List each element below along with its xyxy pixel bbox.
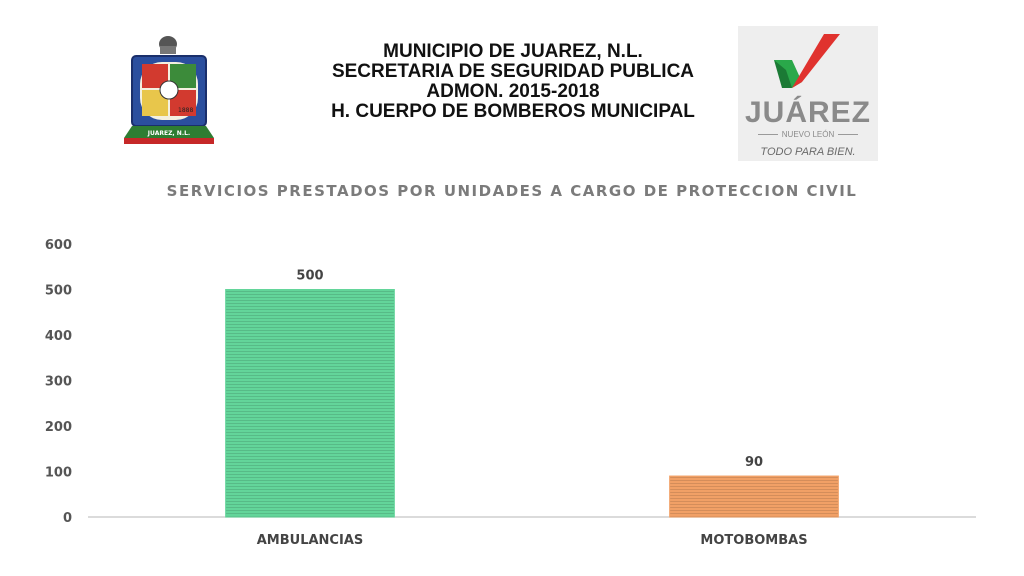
title-line-1: MUNICIPIO DE JUAREZ, N.L. [383, 41, 643, 62]
logo-subtitle: NUEVO LEÓN [738, 130, 878, 139]
y-tick-label: 0 [63, 511, 72, 526]
data-label: 90 [745, 455, 763, 470]
logo-word: JUÁREZ [744, 96, 871, 129]
juarez-logo: JUÁREZ NUEVO LEÓN TODO PARA BIEN. [738, 26, 878, 161]
x-category-label: MOTOBOMBAS [700, 533, 807, 548]
y-tick-label: 600 [45, 238, 72, 253]
bar-ambulancias [225, 289, 395, 518]
svg-text:1888: 1888 [178, 107, 193, 114]
header: 1888 JUAREZ, N.L. MUNICIPIO DE JUAREZ, N… [0, 0, 1024, 170]
title-line-3: ADMON. 2015-2018 [426, 81, 600, 102]
bar-chart: 0 100 200 300 400 500 600 500 AMBULANCIAS 90 MOTOB… [45, 238, 976, 548]
logo-slogan: TODO PARA BIEN. [760, 146, 856, 158]
crest-text: JUAREZ, N.L. [147, 130, 190, 137]
municipal-crest-logo: 1888 JUAREZ, N.L. [124, 36, 214, 144]
y-tick-label: 500 [45, 284, 72, 299]
checkmark-logo-icon [774, 34, 840, 88]
page-title: MUNICIPIO DE JUAREZ, N.L. SECRETARIA DE … [258, 42, 768, 122]
y-tick-label: 200 [45, 420, 72, 435]
title-line-4: H. CUERPO DE BOMBEROS MUNICIPAL [331, 101, 695, 122]
y-tick-label: 400 [45, 329, 72, 344]
bar-motobombas [669, 475, 839, 518]
title-line-2: SECRETARIA DE SEGURIDAD PUBLICA [331, 61, 695, 82]
data-label: 500 [296, 269, 323, 284]
logo-subtitle-text: NUEVO LEÓN [781, 130, 835, 139]
crest-helmet-icon [159, 36, 177, 54]
y-tick-label: 100 [45, 466, 72, 481]
x-category-label: AMBULANCIAS [257, 533, 364, 548]
chart-title: SERVICIOS PRESTADOS POR UNIDADES A CARGO… [166, 182, 858, 200]
y-tick-label: 300 [45, 375, 72, 390]
